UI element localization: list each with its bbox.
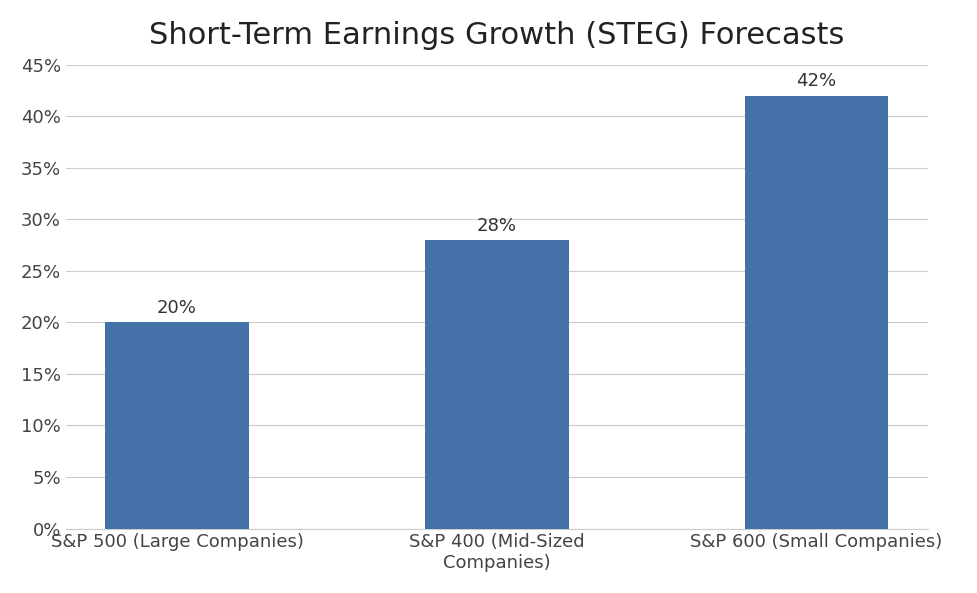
Bar [425,240,569,528]
Bar [105,323,249,528]
Text: 28%: 28% [477,216,517,235]
Bar [744,95,888,528]
Title: Short-Term Earnings Growth (STEG) Forecasts: Short-Term Earnings Growth (STEG) Foreca… [149,21,844,50]
Text: 20%: 20% [157,299,197,317]
Text: 42%: 42% [796,72,836,91]
